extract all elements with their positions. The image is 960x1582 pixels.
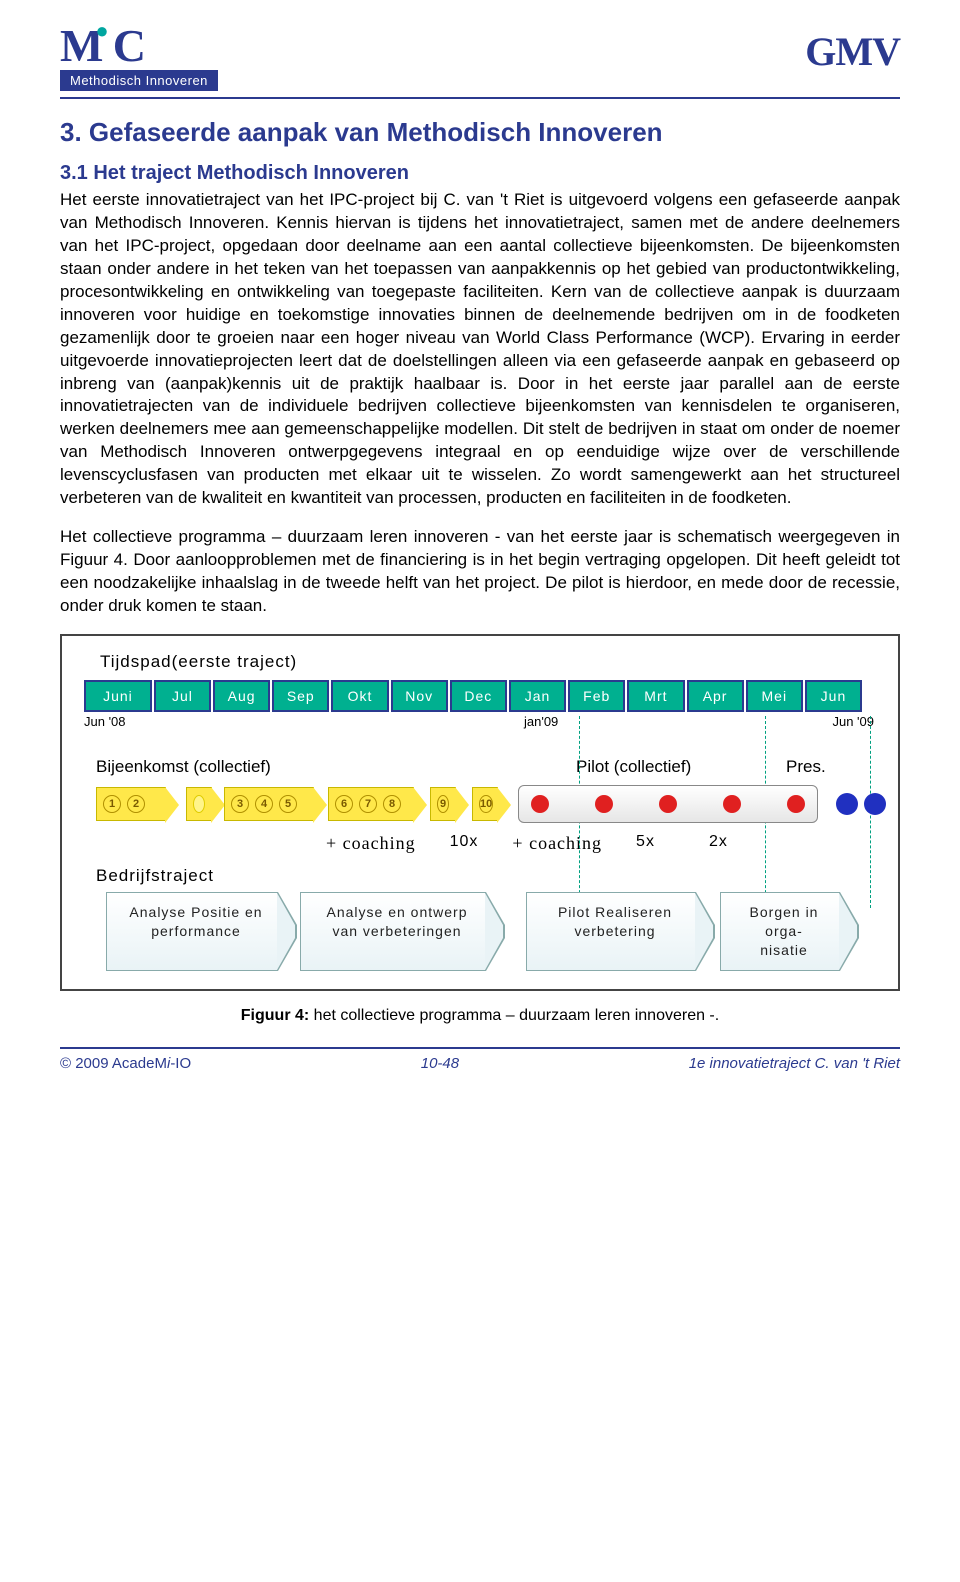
tenx-label: 10x (450, 833, 479, 854)
logo-dot-icon: ● (95, 22, 106, 40)
coaching-row: + coaching 10x + coaching 5x 2x (326, 833, 884, 854)
pilot-strip (518, 785, 818, 823)
caption-bold: Figuur 4: (241, 1007, 309, 1024)
pres-dot-icon (864, 793, 886, 815)
page-footer: © 2009 AcadeMMii-IO 10-48 1e innovatietr… (60, 1047, 900, 1072)
footer-right: 1e innovatietraject C. van 't Riet (689, 1055, 900, 1072)
month-cell: Sep (272, 680, 329, 712)
month-cell: Aug (213, 680, 270, 712)
coaching-label: + coaching (512, 833, 602, 854)
year-left: Jun '08 (84, 714, 144, 729)
year-row: Jun '08 jan'09 Jun '09 (84, 714, 874, 729)
bijeenkomst-label: Bijeenkomst (collectief) (96, 757, 516, 777)
pilot-dot-icon (531, 795, 549, 813)
section-title: 3. Gefaseerde aanpak van Methodisch Inno… (60, 117, 900, 148)
month-cell: Juni (84, 680, 152, 712)
pilot-dot-icon (595, 795, 613, 813)
month-row: Juni Jul Aug Sep Okt Nov Dec Jan Feb Mrt… (84, 680, 862, 712)
twox-label: 2x (709, 833, 728, 854)
paragraph-2: Het collectieve programma – duurzaam ler… (60, 526, 900, 618)
footer-center: 10-48 (421, 1055, 459, 1072)
meeting-num: 8 (383, 795, 401, 813)
phase-2: Analyse en ontwerp van verbeteringen (300, 892, 486, 971)
meeting-block: 1 2 (96, 787, 166, 821)
subsection-title: 3.1 Het traject Methodisch Innoveren (60, 162, 900, 185)
figure-caption: Figuur 4: het collectieve programma – du… (60, 1007, 900, 1025)
pilot-dot-icon (787, 795, 805, 813)
meeting-block: 9 (430, 787, 456, 821)
month-cell: Feb (568, 680, 625, 712)
pilot-dot-icon (659, 795, 677, 813)
phase-1: Analyse Positie en performance (106, 892, 278, 971)
logo-left: M●C Methodisch Innoveren (60, 28, 290, 91)
meeting-block (186, 787, 212, 821)
meeting-num: 5 (279, 795, 297, 813)
phase-3: Pilot Realiseren verbetering (526, 892, 696, 971)
pilot-dot-icon (723, 795, 741, 813)
meeting-dot-icon (193, 795, 205, 813)
year-mid: jan'09 (524, 714, 584, 729)
meeting-num: 4 (255, 795, 273, 813)
figure-4-diagram: Tijdspad(eerste traject) Juni Jul Aug Se… (60, 634, 900, 991)
meeting-num: 3 (231, 795, 249, 813)
paragraph-1: Het eerste innovatietraject van het IPC-… (60, 189, 900, 510)
month-cell: Nov (391, 680, 448, 712)
pres-dot-icon (836, 793, 858, 815)
meeting-num: 9 (437, 795, 449, 813)
meeting-num: 2 (127, 795, 145, 813)
month-cell: Jan (509, 680, 566, 712)
pilot-label: Pilot (collectief) (576, 757, 786, 777)
logo-right: GMV (805, 28, 900, 75)
meeting-num: 10 (479, 795, 493, 813)
year-right: Jun '09 (814, 714, 874, 729)
meeting-block: 6 7 8 (328, 787, 414, 821)
meeting-num: 6 (335, 795, 353, 813)
meeting-num: 7 (359, 795, 377, 813)
meeting-block: 3 4 5 (224, 787, 314, 821)
month-cell: Jul (154, 680, 211, 712)
phase-4: Borgen in orga- nisatie (720, 892, 840, 971)
phase-row: Analyse Positie en performance Analyse e… (106, 892, 884, 971)
page-header: M●C Methodisch Innoveren GMV (60, 28, 900, 99)
month-cell: Mei (746, 680, 803, 712)
month-cell: Mrt (627, 680, 684, 712)
logo-left-subtitle: Methodisch Innoveren (60, 70, 218, 91)
tijdspad-title: Tijdspad(eerste traject) (100, 652, 884, 672)
meeting-block: 10 (472, 787, 498, 821)
coaching-label: + coaching (326, 833, 416, 854)
fivex-label: 5x (636, 833, 655, 854)
caption-text: het collectieve programma – duurzaam ler… (309, 1007, 719, 1024)
meeting-num: 1 (103, 795, 121, 813)
pres-label: Pres. (786, 757, 866, 777)
month-cell: Okt (331, 680, 388, 712)
meeting-timeline: 1 2 3 4 5 6 7 8 9 10 (96, 783, 866, 825)
month-cell: Apr (687, 680, 744, 712)
month-cell: Jun (805, 680, 862, 712)
month-cell: Dec (450, 680, 507, 712)
footer-left: © 2009 AcadeMMii-IO (60, 1055, 191, 1072)
